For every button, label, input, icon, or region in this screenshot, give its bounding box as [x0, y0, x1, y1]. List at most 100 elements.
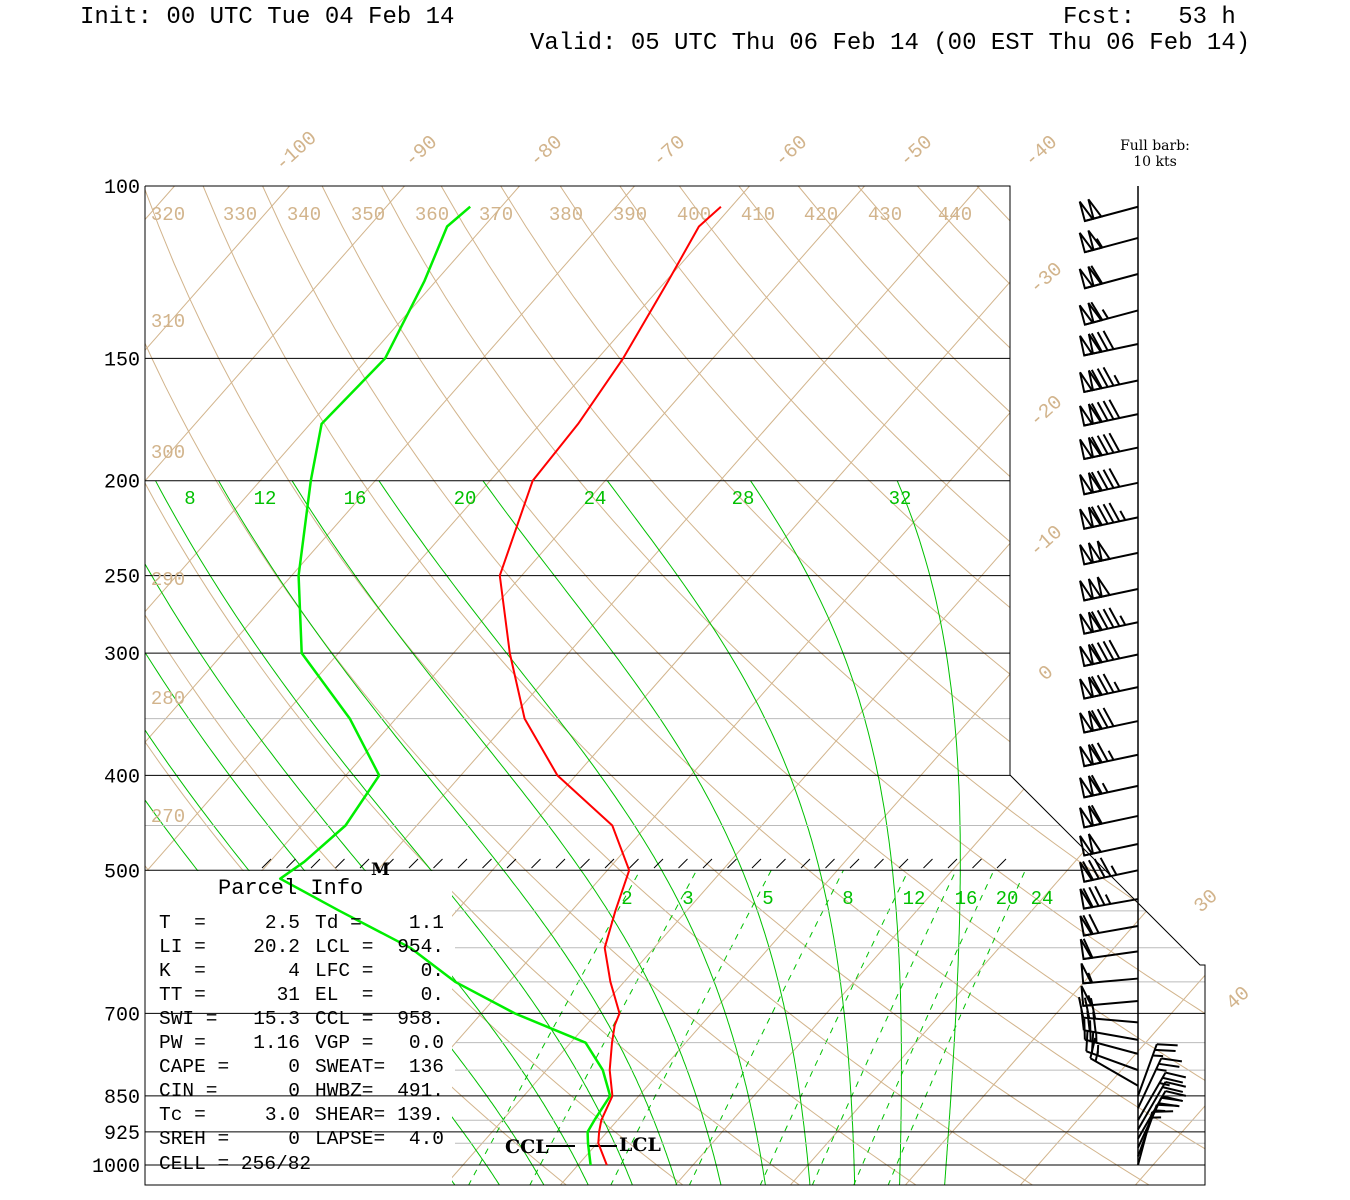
parcel-value: 4	[288, 960, 300, 982]
mixing-ratio-label: 24	[1031, 888, 1054, 910]
wind-barb-full	[1096, 708, 1109, 728]
isotherm-line	[1250, 186, 1350, 1186]
parcel-label: SREH =	[159, 1128, 230, 1150]
hatch-mark	[849, 858, 860, 869]
mixing-ratio-line	[688, 870, 844, 1185]
hatch-mark	[482, 858, 492, 869]
wind-barb-full	[1102, 673, 1115, 693]
hatch-mark	[261, 858, 272, 869]
dry-adiabat-label: 430	[868, 204, 902, 226]
wind-barb	[1079, 913, 1139, 937]
wind-barb	[1079, 742, 1139, 768]
isotherm-label: -30	[1026, 258, 1068, 299]
wind-barb-flag	[1080, 962, 1093, 985]
wind-barb-half	[1095, 238, 1104, 249]
mixing-ratio-line	[853, 870, 995, 1185]
hatch-mark	[923, 858, 933, 869]
wind-barb-flag	[1078, 201, 1095, 223]
wind-barb-staff	[1085, 1050, 1139, 1072]
barb-legend-line1: Full barb:	[1120, 138, 1190, 154]
wind-barb-flag	[1096, 576, 1112, 598]
wind-barb-flag	[1087, 437, 1103, 459]
dry-adiabat-label: 370	[479, 204, 513, 226]
wind-barb	[1079, 502, 1139, 530]
wind-barb-flag	[1087, 266, 1103, 288]
wind-barb-flag	[1079, 405, 1094, 427]
wind-barb-full	[1085, 1030, 1089, 1052]
wind-barb-flag	[1087, 302, 1103, 324]
wind-barb-half	[1113, 374, 1121, 385]
dry-adiabat-label: 380	[549, 204, 583, 226]
moist-adiabat-line	[606, 480, 856, 1185]
isotherm-label: 40	[1222, 982, 1255, 1015]
wind-barb-full	[1096, 642, 1109, 662]
dry-adiabat-label: 420	[804, 204, 838, 226]
parcel-value: 958.	[397, 1008, 444, 1030]
wind-barb-half	[1101, 309, 1109, 319]
wind-barb-staff	[1137, 1072, 1167, 1121]
wind-barb-flag	[1087, 710, 1103, 732]
mixing-ratio-line	[610, 870, 772, 1185]
wind-barb-flag	[1079, 835, 1094, 857]
pressure-tick-label: 400	[104, 766, 140, 789]
mixing-ratio-line	[759, 870, 909, 1185]
isotherm-label: -100	[271, 127, 322, 176]
isotherm-line	[145, 186, 635, 1185]
pressure-tick-label: 1000	[92, 1156, 140, 1179]
forecast-hour: Fcst: 53 h	[1063, 4, 1236, 31]
isotherm-line	[145, 186, 865, 1185]
pressure-tick-label: 850	[104, 1087, 140, 1110]
dewpoint-profile-line	[278, 205, 612, 1166]
wind-barb-flag	[1078, 232, 1095, 254]
wind-barb-full	[1090, 471, 1103, 492]
wind-barb-full	[1102, 400, 1115, 420]
wind-barb	[1079, 607, 1139, 635]
isotherm-line	[559, 186, 1205, 1185]
wind-barb-full	[1090, 804, 1103, 825]
dry-adiabat-line	[145, 186, 801, 1185]
dry-adiabat-label: 390	[613, 204, 647, 226]
wind-barb-full	[1096, 674, 1109, 695]
parcel-value: 0.0	[408, 1032, 444, 1054]
parcel-label: HWBZ=	[315, 1080, 374, 1102]
wind-barb	[1079, 330, 1139, 357]
wind-barb-full	[1090, 436, 1103, 456]
isotherm-label: -50	[896, 131, 938, 172]
wind-barb-full	[1090, 611, 1103, 631]
wind-barb-staff	[1083, 977, 1139, 985]
wind-barb-full	[1102, 503, 1115, 524]
isotherm-label: -70	[649, 131, 691, 172]
mixing-ratio-line	[887, 870, 1026, 1185]
wind-barb-full	[1090, 643, 1103, 663]
parcel-label: CAPE =	[159, 1056, 230, 1078]
wind-barb-full	[1090, 774, 1103, 795]
wind-barb-flag	[1087, 775, 1103, 797]
wind-barb-full	[1092, 1011, 1097, 1033]
hatch-mark	[359, 858, 370, 869]
parcel-value: 1.1	[408, 912, 444, 934]
wind-barb	[1078, 301, 1139, 326]
parcel-label: CIN =	[159, 1080, 218, 1102]
wind-barb-flag	[1087, 744, 1103, 766]
wind-barb-flag	[1079, 861, 1094, 883]
hatch-mark	[751, 858, 762, 869]
parcel-label: PW =	[159, 1032, 206, 1054]
pressure-tick-label: 925	[104, 1123, 140, 1146]
dry-adiabat-line	[797, 186, 1205, 1185]
isotherm-label: -40	[1021, 131, 1063, 172]
wind-barb-full	[1090, 403, 1103, 423]
wind-barb-staff	[1137, 1043, 1158, 1097]
isotherm-line	[789, 186, 1205, 1185]
hatch-mark	[629, 858, 639, 869]
mixing-ratio-line	[811, 870, 957, 1185]
parcel-label: LFC =	[315, 960, 374, 982]
wind-barb-flag	[1087, 229, 1103, 252]
wind-barb-flag	[1079, 335, 1094, 357]
wind-barb-full	[1088, 913, 1100, 934]
dry-adiabat-line	[145, 186, 1034, 1185]
wind-barb-half	[1104, 894, 1112, 905]
isotherm-label: 30	[1190, 885, 1223, 918]
parcel-label: CCL =	[315, 1008, 374, 1030]
mixing-ratio-label: 16	[955, 888, 978, 910]
dry-adiabat-label: 400	[677, 204, 711, 226]
